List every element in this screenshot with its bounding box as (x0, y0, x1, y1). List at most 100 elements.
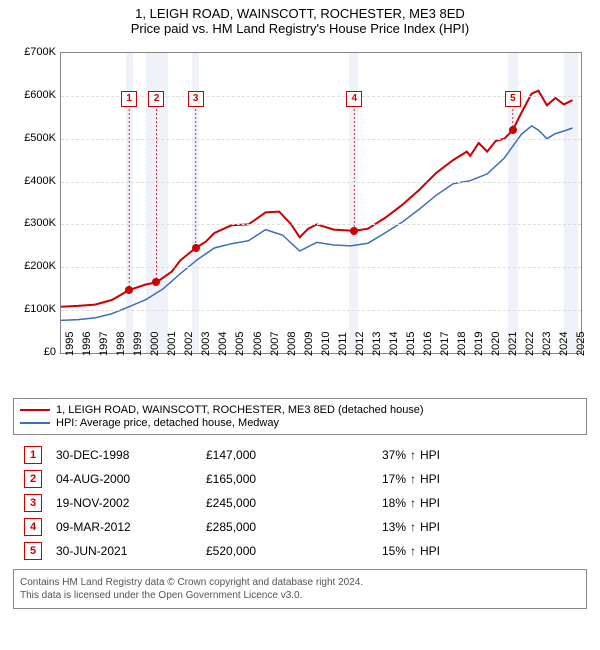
ytick-label: £200K (24, 260, 56, 272)
xtick-label: 1999 (132, 332, 144, 356)
series-svg (61, 53, 581, 353)
sale-dot (152, 278, 160, 286)
legend-row: HPI: Average price, detached house, Medw… (20, 417, 580, 429)
ytick-label: £300K (24, 217, 56, 229)
xtick-label: 1996 (81, 332, 93, 356)
xtick-label: 2007 (269, 332, 281, 356)
xtick-label: 2012 (354, 332, 366, 356)
sale-dot (192, 244, 200, 252)
gridline (61, 182, 581, 183)
legend-swatch (20, 409, 50, 411)
xtick-label: 2006 (252, 332, 264, 356)
sales-date: 30-JUN-2021 (56, 544, 206, 558)
xtick-label: 2013 (371, 332, 383, 356)
sales-index-box: 2 (24, 470, 42, 488)
up-arrow-icon: ↑ (410, 496, 416, 510)
gridline (61, 224, 581, 225)
footer-line-1: Contains HM Land Registry data © Crown c… (20, 576, 580, 589)
xtick-label: 1997 (98, 332, 110, 356)
xtick-label: 2019 (473, 332, 485, 356)
sale-marker-box: 2 (148, 91, 164, 107)
chart-title-block: 1, LEIGH ROAD, WAINSCOTT, ROCHESTER, ME3… (0, 0, 600, 38)
sales-index-box: 1 (24, 446, 42, 464)
sales-index-box: 3 (24, 494, 42, 512)
xtick-label: 2021 (507, 332, 519, 356)
xtick-label: 1995 (64, 332, 76, 356)
plot-area: 12 3 4 5 (60, 52, 582, 354)
sales-row: 4 09-MAR-2012£285,00013% ↑ HPI (20, 515, 580, 539)
sale-marker-box: 4 (346, 91, 362, 107)
legend-row: 1, LEIGH ROAD, WAINSCOTT, ROCHESTER, ME3… (20, 404, 580, 416)
gridline (61, 310, 581, 311)
sales-hpi-label: HPI (420, 544, 440, 558)
chart-area: 12 3 4 5 £0 £100K £200K £300K £400K £500K £600K £7… (10, 42, 590, 392)
up-arrow-icon: ↑ (410, 544, 416, 558)
up-arrow-icon: ↑ (410, 448, 416, 462)
sale-dot (350, 227, 358, 235)
sales-date: 30-DEC-1998 (56, 448, 206, 462)
title-line-2: Price paid vs. HM Land Registry's House … (0, 21, 600, 36)
sales-price: £165,000 (206, 472, 336, 486)
sales-hpi-label: HPI (420, 472, 440, 486)
ytick-label: £700K (24, 46, 56, 58)
ytick-label: £500K (24, 132, 56, 144)
sale-marker-box: 1 (121, 91, 137, 107)
sales-row: 2 04-AUG-2000£165,00017% ↑ HPI (20, 467, 580, 491)
xtick-label: 2015 (405, 332, 417, 356)
sales-hpi-label: HPI (420, 496, 440, 510)
up-arrow-icon: ↑ (410, 472, 416, 486)
sales-pct: 13% (336, 520, 406, 534)
sales-pct: 15% (336, 544, 406, 558)
xtick-label: 2002 (183, 332, 195, 356)
xtick-label: 2016 (422, 332, 434, 356)
sales-date: 04-AUG-2000 (56, 472, 206, 486)
sales-row: 5 30-JUN-2021£520,00015% ↑ HPI (20, 539, 580, 563)
sale-marker-box: 5 (505, 91, 521, 107)
sales-price: £285,000 (206, 520, 336, 534)
sales-table: 130-DEC-1998£147,00037%↑HPI204-AUG-2000£… (20, 443, 580, 563)
xtick-label: 2025 (575, 332, 587, 356)
sales-hpi-label: HPI (420, 520, 440, 534)
ytick-label: £0 (44, 346, 56, 358)
xtick-label: 2005 (234, 332, 246, 356)
legend-label: HPI: Average price, detached house, Medw… (56, 417, 279, 429)
xtick-label: 2011 (337, 332, 349, 356)
xtick-label: 2022 (524, 332, 536, 356)
sales-pct: 18% (336, 496, 406, 510)
sales-price: £520,000 (206, 544, 336, 558)
xtick-label: 2018 (456, 332, 468, 356)
gridline (61, 139, 581, 140)
footer-attribution: Contains HM Land Registry data © Crown c… (13, 569, 587, 609)
up-arrow-icon: ↑ (410, 520, 416, 534)
ytick-label: £400K (24, 175, 56, 187)
legend: 1, LEIGH ROAD, WAINSCOTT, ROCHESTER, ME3… (13, 398, 587, 435)
xtick-label: 2020 (490, 332, 502, 356)
sales-date: 19-NOV-2002 (56, 496, 206, 510)
footer-line-2: This data is licensed under the Open Gov… (20, 589, 580, 602)
series-hpi (61, 126, 573, 321)
xtick-label: 2003 (200, 332, 212, 356)
xtick-label: 2024 (558, 332, 570, 356)
ytick-label: £600K (24, 89, 56, 101)
gridline (61, 96, 581, 97)
legend-label: 1, LEIGH ROAD, WAINSCOTT, ROCHESTER, ME3… (56, 404, 424, 416)
xtick-label: 2001 (166, 332, 178, 356)
sales-date: 09-MAR-2012 (56, 520, 206, 534)
xtick-label: 1998 (115, 332, 127, 356)
legend-swatch (20, 422, 50, 424)
xtick-label: 2017 (439, 332, 451, 356)
sales-index-box: 5 (24, 542, 42, 560)
sales-pct: 17% (336, 472, 406, 486)
sales-index-box: 4 (24, 518, 42, 536)
xtick-label: 2009 (303, 332, 315, 356)
sales-pct: 37% (336, 448, 406, 462)
xtick-label: 2008 (286, 332, 298, 356)
xtick-label: 2000 (149, 332, 161, 356)
sale-marker-box: 3 (188, 91, 204, 107)
sales-row: 130-DEC-1998£147,00037%↑HPI (20, 443, 580, 467)
series-property (61, 91, 573, 307)
ytick-label: £100K (24, 303, 56, 315)
xtick-label: 2014 (388, 332, 400, 356)
xtick-label: 2004 (217, 332, 229, 356)
title-line-1: 1, LEIGH ROAD, WAINSCOTT, ROCHESTER, ME3… (0, 6, 600, 21)
